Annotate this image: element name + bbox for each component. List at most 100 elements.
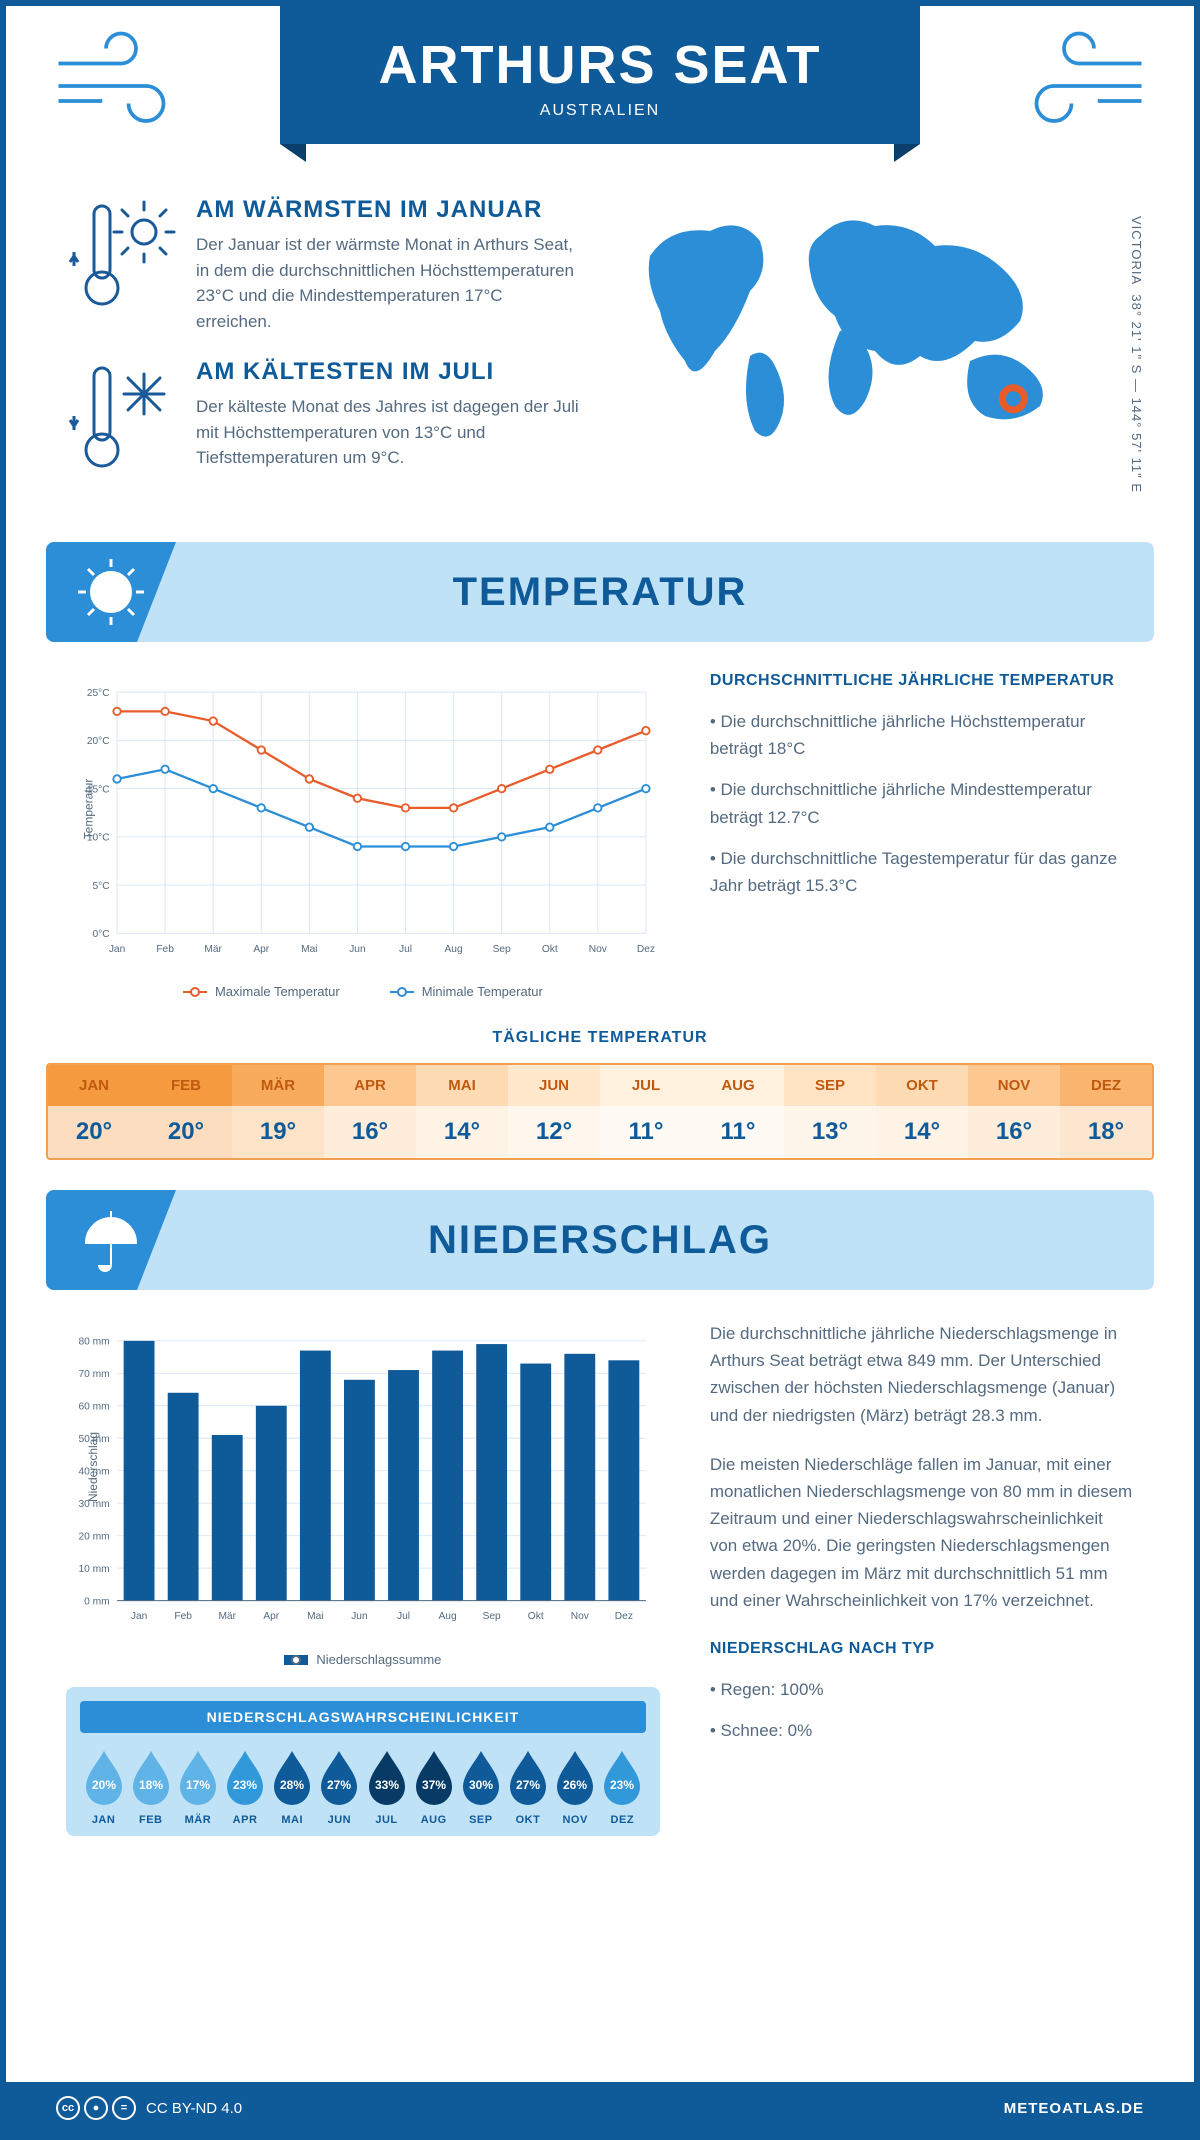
svg-text:Jan: Jan — [109, 944, 125, 955]
page-subtitle: AUSTRALIEN — [290, 102, 910, 120]
svg-text:Mai: Mai — [301, 944, 317, 955]
precipitation-summary: Die durchschnittliche jährliche Niedersc… — [710, 1320, 1134, 1836]
cc-license-icon: cc●= — [56, 2096, 136, 2120]
bullet: Die durchschnittliche jährliche Höchstte… — [710, 708, 1134, 762]
probability-drop: 28%MAI — [269, 1747, 316, 1826]
temp-value: 11° — [600, 1106, 692, 1158]
thermometer-snow-icon — [66, 358, 176, 478]
month-header: JAN — [48, 1065, 140, 1106]
site-name: METEOATLAS.DE — [1004, 2100, 1144, 2117]
month-header: JUL — [600, 1065, 692, 1106]
coldest-text: Der kälteste Monat des Jahres ist dagege… — [196, 394, 580, 471]
coordinates: VICTORIA 38° 21' 1" S — 144° 57' 11" E — [1129, 216, 1144, 493]
svg-text:28%: 28% — [280, 1778, 304, 1792]
coldest-title: AM KÄLTESTEN IM JULI — [196, 358, 580, 386]
bar-legend: Niederschlagssumme — [66, 1652, 660, 1667]
footer: cc●= CC BY-ND 4.0 METEOATLAS.DE — [6, 2082, 1194, 2134]
svg-text:30%: 30% — [469, 1778, 493, 1792]
svg-text:Feb: Feb — [174, 1611, 192, 1622]
warmest-title: AM WÄRMSTEN IM JANUAR — [196, 196, 580, 224]
svg-text:20%: 20% — [92, 1778, 116, 1792]
temp-value: 16° — [968, 1106, 1060, 1158]
bullet: Regen: 100% — [710, 1676, 1134, 1703]
svg-text:Sep: Sep — [483, 1611, 501, 1622]
month-header: OKT — [876, 1065, 968, 1106]
svg-text:Okt: Okt — [542, 944, 558, 955]
temp-value: 19° — [232, 1106, 324, 1158]
page-title: ARTHURS SEAT — [290, 34, 910, 96]
svg-text:Mär: Mär — [218, 1611, 236, 1622]
svg-text:Jun: Jun — [351, 1611, 367, 1622]
bullet: Die durchschnittliche jährliche Mindestt… — [710, 776, 1134, 830]
month-header: JUN — [508, 1065, 600, 1106]
sun-icon — [76, 557, 146, 627]
month-header: MÄR — [232, 1065, 324, 1106]
svg-text:27%: 27% — [327, 1778, 351, 1792]
svg-text:70 mm: 70 mm — [78, 1369, 109, 1380]
temp-value: 18° — [1060, 1106, 1152, 1158]
svg-text:Sep: Sep — [493, 944, 511, 955]
probability-drop: 23%DEZ — [599, 1747, 646, 1826]
temp-value: 14° — [876, 1106, 968, 1158]
temp-value: 13° — [784, 1106, 876, 1158]
probability-drop: 17%MÄR — [174, 1747, 221, 1826]
svg-text:Dez: Dez — [637, 944, 655, 955]
world-map: VICTORIA 38° 21' 1" S — 144° 57' 11" E — [620, 196, 1134, 502]
probability-drop: 18%FEB — [127, 1747, 174, 1826]
probability-drop: 27%OKT — [504, 1747, 551, 1826]
temp-value: 20° — [48, 1106, 140, 1158]
svg-text:20 mm: 20 mm — [78, 1531, 109, 1542]
svg-text:18%: 18% — [139, 1778, 163, 1792]
svg-text:25°C: 25°C — [87, 688, 110, 699]
svg-text:23%: 23% — [233, 1778, 257, 1792]
svg-text:Jul: Jul — [397, 1611, 410, 1622]
temp-value: 14° — [416, 1106, 508, 1158]
svg-text:0°C: 0°C — [92, 929, 109, 940]
wind-swirl-icon — [46, 26, 196, 126]
header-area: ARTHURS SEAT AUSTRALIEN — [6, 6, 1194, 186]
month-header: MAI — [416, 1065, 508, 1106]
svg-text:Aug: Aug — [445, 944, 463, 955]
svg-text:Dez: Dez — [615, 1611, 633, 1622]
month-header: AUG — [692, 1065, 784, 1106]
warmest-fact: AM WÄRMSTEN IM JANUAR Der Januar ist der… — [66, 196, 580, 334]
month-header: NOV — [968, 1065, 1060, 1106]
daily-temp-table: JANFEBMÄRAPRMAIJUNJULAUGSEPOKTNOVDEZ 20°… — [46, 1063, 1154, 1160]
daily-temp-title: TÄGLICHE TEMPERATUR — [6, 1029, 1194, 1047]
thermometer-sun-icon — [66, 196, 176, 316]
svg-text:Apr: Apr — [253, 944, 269, 955]
svg-text:80 mm: 80 mm — [78, 1337, 109, 1348]
wind-swirl-icon — [1004, 26, 1154, 126]
bullet: Die durchschnittliche Tagestemperatur fü… — [710, 845, 1134, 899]
svg-text:Nov: Nov — [589, 944, 608, 955]
bullet: Schnee: 0% — [710, 1717, 1134, 1744]
svg-text:20°C: 20°C — [87, 736, 110, 747]
svg-text:Apr: Apr — [263, 1611, 279, 1622]
svg-text:Jun: Jun — [349, 944, 365, 955]
coldest-fact: AM KÄLTESTEN IM JULI Der kälteste Monat … — [66, 358, 580, 478]
svg-text:17%: 17% — [186, 1778, 210, 1792]
temp-value: 20° — [140, 1106, 232, 1158]
svg-text:37%: 37% — [422, 1778, 446, 1792]
probability-drop: 20%JAN — [80, 1747, 127, 1826]
probability-panel: NIEDERSCHLAGSWAHRSCHEINLICHKEIT 20%JAN18… — [66, 1687, 660, 1836]
svg-text:26%: 26% — [563, 1778, 587, 1792]
probability-drop: 30%SEP — [457, 1747, 504, 1826]
svg-text:Jan: Jan — [131, 1611, 147, 1622]
svg-text:Mär: Mär — [204, 944, 222, 955]
temp-value: 11° — [692, 1106, 784, 1158]
svg-text:5°C: 5°C — [92, 881, 109, 892]
svg-text:Mai: Mai — [307, 1611, 323, 1622]
chart-legend: Maximale Temperatur Minimale Temperatur — [66, 984, 660, 999]
svg-text:Okt: Okt — [528, 1611, 544, 1622]
precipitation-bar-chart: Niederschlag 0 mm10 mm20 mm30 mm40 mm50 … — [66, 1320, 660, 1640]
month-header: FEB — [140, 1065, 232, 1106]
svg-text:60 mm: 60 mm — [78, 1401, 109, 1412]
probability-drop: 37%AUG — [410, 1747, 457, 1826]
warmest-text: Der Januar ist der wärmste Monat in Arth… — [196, 232, 580, 334]
month-header: DEZ — [1060, 1065, 1152, 1106]
svg-text:Feb: Feb — [156, 944, 174, 955]
month-header: SEP — [784, 1065, 876, 1106]
svg-text:10 mm: 10 mm — [78, 1564, 109, 1575]
svg-text:0 mm: 0 mm — [84, 1596, 109, 1607]
